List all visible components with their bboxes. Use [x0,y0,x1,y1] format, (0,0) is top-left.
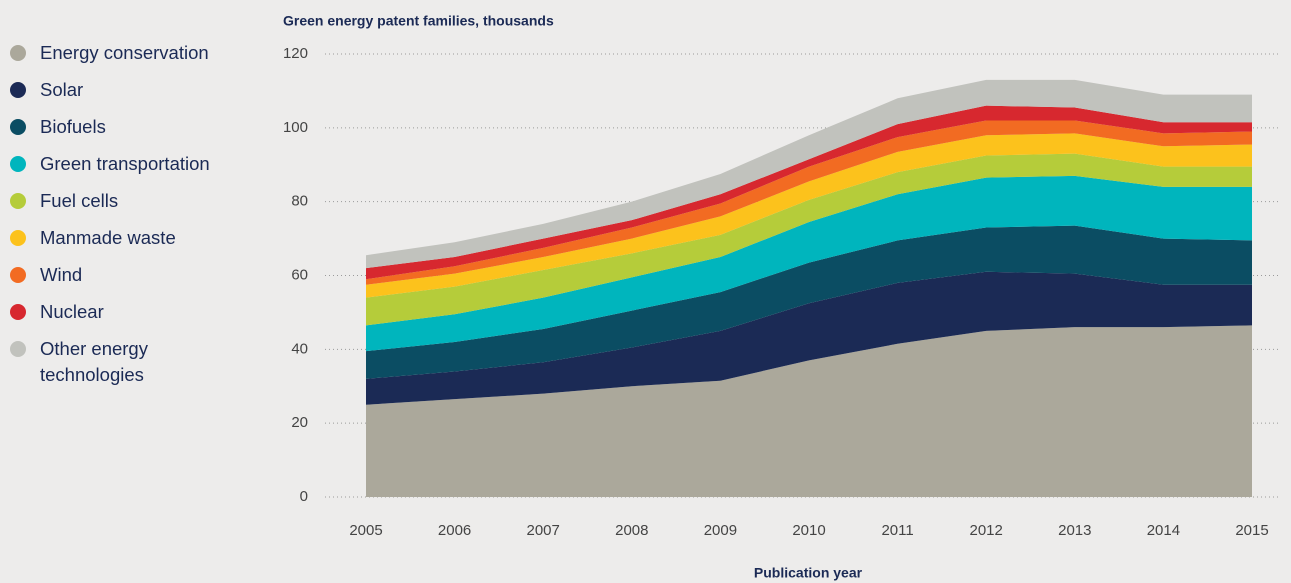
legend: Energy conservation Solar Biofuels Green tr… [8,40,248,399]
y-tick-label: 60 [291,266,308,283]
area [366,175,1252,352]
legend-label: Solar [40,79,84,100]
y-tick-label: 120 [283,45,308,62]
legend-label: Other energy technologies [40,338,148,385]
x-tick-label: 2006 [438,522,471,539]
area [366,133,1252,298]
legend-item: Other energy technologies [8,336,248,388]
y-tick-label: 80 [291,193,308,210]
legend-swatch [10,82,26,98]
legend-label: Manmade waste [40,227,176,248]
x-tick-label: 2015 [1235,522,1268,539]
legend-label: Nuclear [40,301,104,322]
y-tick-label: 40 [291,340,308,357]
legend-label: Green transportation [40,153,210,174]
x-tick-label: 2010 [792,522,825,539]
legend-label: Energy conservation [40,42,209,63]
legend-item: Biofuels [8,114,248,140]
y-tick-label: 100 [283,119,308,136]
chart-title: Green energy patent families, thousands [283,13,554,29]
x-tick-label: 2008 [615,522,648,539]
x-tick-label: 2007 [527,522,560,539]
legend-swatch [10,230,26,246]
legend-swatch [10,119,26,135]
x-tick-label: 2011 [881,522,913,539]
x-tick-label: 2012 [970,522,1003,539]
legend-swatch [10,267,26,283]
x-tick-label: 2009 [704,522,737,539]
legend-label: Wind [40,264,83,285]
legend-item: Green transportation [8,151,248,177]
x-tick-label: 2013 [1058,522,1091,539]
x-tick-label: 2005 [349,522,382,539]
legend-label: Fuel cells [40,190,119,211]
area [366,120,1252,285]
legend-swatch [10,341,26,357]
area [366,105,1252,280]
legend-label: Biofuels [40,116,106,137]
x-axis-label: Publication year [754,565,863,581]
y-tick-label: 0 [300,488,308,505]
x-tick-label: 2014 [1147,522,1180,539]
area [366,225,1252,379]
legend-item: Wind [8,262,248,288]
legend-swatch [10,45,26,61]
area [366,271,1252,405]
legend-item: Energy conservation [8,40,248,66]
area [366,153,1252,326]
area [366,79,1252,269]
legend-swatch [10,304,26,320]
legend-item: Nuclear [8,299,248,325]
legend-swatch [10,193,26,209]
legend-item: Solar [8,77,248,103]
y-tick-label: 20 [291,414,308,431]
area [366,325,1252,497]
legend-item: Manmade waste [8,225,248,251]
legend-item: Fuel cells [8,188,248,214]
legend-swatch [10,156,26,172]
